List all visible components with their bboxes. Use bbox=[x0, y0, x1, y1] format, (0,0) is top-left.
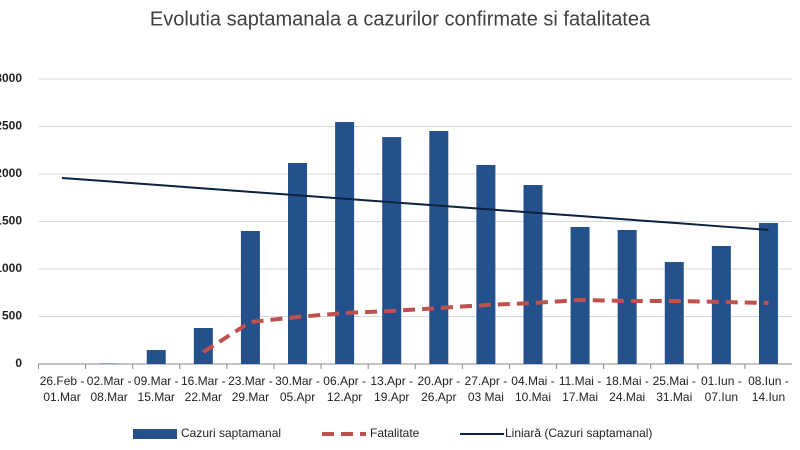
bar bbox=[711, 246, 731, 364]
x-tick-label: 04.Mai - 10.Mai bbox=[511, 374, 554, 404]
bar bbox=[288, 162, 308, 364]
x-tick-label-line: 17.Mai bbox=[562, 390, 598, 404]
dashed-line bbox=[202, 297, 769, 354]
x-tick-label: 27.Apr - 03 Mai bbox=[465, 374, 508, 404]
x-tick-label: 25.Mai - 31.Mai bbox=[653, 374, 696, 404]
x-tick-label-line: 16.Mar - bbox=[181, 374, 226, 388]
x-tick-label-line: 15.Mar bbox=[138, 390, 175, 404]
x-tick-label-line: 14.Iun bbox=[752, 390, 785, 404]
x-tick-label-line: 09.Mar - bbox=[134, 374, 179, 388]
legend-swatch bbox=[133, 429, 177, 439]
bar bbox=[758, 223, 778, 364]
x-tick-label-line: 27.Apr - bbox=[465, 374, 508, 388]
x-tick-label: 06.Apr - 12.Apr bbox=[323, 374, 366, 404]
x-tick-label-line: 20.Apr - bbox=[417, 374, 460, 388]
x-tick-label-line: 10.Mai bbox=[515, 390, 551, 404]
x-tick-label: 02.Mar - 08.Mar bbox=[87, 374, 132, 404]
bar bbox=[429, 130, 449, 364]
x-tick-label-line: 01.Iun - bbox=[701, 374, 742, 388]
chart-title: Evolutia saptamanala a cazurilor confirm… bbox=[150, 8, 651, 30]
x-tick-label-line: 08.Mar bbox=[90, 390, 127, 404]
x-tick-label-line: 12.Apr bbox=[327, 390, 362, 404]
x-tick-label-line: 25.Mai - bbox=[653, 374, 696, 388]
x-tick-label-line: 19.Apr bbox=[374, 390, 409, 404]
x-tick-label-line: 07.Iun bbox=[705, 390, 738, 404]
y-tick-label: 2500 bbox=[0, 119, 22, 133]
x-tick-label-line: 05.Apr bbox=[280, 390, 315, 404]
y-tick-label: 3000 bbox=[0, 71, 22, 85]
bar bbox=[523, 185, 543, 364]
x-tick-label-line: 26.Apr bbox=[421, 390, 456, 404]
x-tick-label: 13.Apr - 19.Apr bbox=[370, 374, 413, 404]
x-tick-label-line: 02.Mar - bbox=[87, 374, 132, 388]
x-tick-label-line: 03 Mai bbox=[468, 390, 504, 404]
x-tick-label-line: 18.Mai - bbox=[605, 374, 648, 388]
x-tick-label-line: 13.Apr - bbox=[370, 374, 413, 388]
x-tick-label-line: 31.Mai bbox=[656, 390, 692, 404]
bar bbox=[193, 327, 213, 364]
trend-line bbox=[61, 176, 769, 231]
bar bbox=[240, 231, 260, 364]
bar bbox=[382, 137, 402, 364]
x-tick-label-line: 24.Mai bbox=[609, 390, 645, 404]
x-tick-label: 23.Mar - 29.Mar bbox=[228, 374, 273, 404]
bar bbox=[476, 164, 496, 364]
x-tick-label-line: 06.Apr - bbox=[323, 374, 366, 388]
bar bbox=[617, 229, 637, 364]
bar bbox=[335, 122, 355, 364]
x-tick-label-line: 26.Feb - bbox=[40, 374, 85, 388]
x-tick-label: 18.Mai - 24.Mai bbox=[605, 374, 648, 404]
x-tick-label: 20.Apr - 26.Apr bbox=[417, 374, 460, 404]
x-tick-label: 09.Mar - 15.Mar bbox=[134, 374, 179, 404]
y-tick-label: 0 bbox=[15, 356, 22, 370]
x-tick-label: 16.Mar - 22.Mar bbox=[181, 374, 226, 404]
bar bbox=[570, 227, 590, 364]
x-tick-label: 11.Mai - 17.Mai bbox=[559, 374, 601, 404]
x-tick-label-line: 04.Mai - bbox=[511, 374, 554, 388]
legend-label: Fatalitate bbox=[370, 426, 420, 440]
bar bbox=[146, 350, 166, 364]
legend-label: Cazuri saptamanal bbox=[181, 426, 281, 440]
x-tick-label-line: 30.Mar - bbox=[275, 374, 320, 388]
x-tick-label: 26.Feb - 01.Mar bbox=[40, 374, 85, 404]
y-tick-label: 1500 bbox=[0, 214, 22, 228]
bar bbox=[664, 261, 684, 364]
y-tick-label: 500 bbox=[2, 309, 22, 323]
x-tick-label: 01.Iun - 07.Iun bbox=[701, 374, 742, 404]
x-tick-label-line: 22.Mar bbox=[185, 390, 222, 404]
x-tick-label: 08.Iun - 14.Iun bbox=[748, 374, 789, 404]
y-tick-label: 1000 bbox=[0, 261, 22, 275]
legend-label: Liniară (Cazuri saptamanal) bbox=[505, 426, 652, 440]
x-tick-label-line: 08.Iun - bbox=[748, 374, 789, 388]
x-tick-label-line: 29.Mar bbox=[232, 390, 269, 404]
x-tick-label-line: 23.Mar - bbox=[228, 374, 273, 388]
x-tick-label-line: 01.Mar bbox=[43, 390, 80, 404]
x-tick-label-line: 11.Mai - bbox=[559, 374, 601, 388]
x-tick-label: 30.Mar - 05.Apr bbox=[275, 374, 320, 404]
y-tick-label: 2000 bbox=[0, 166, 22, 180]
